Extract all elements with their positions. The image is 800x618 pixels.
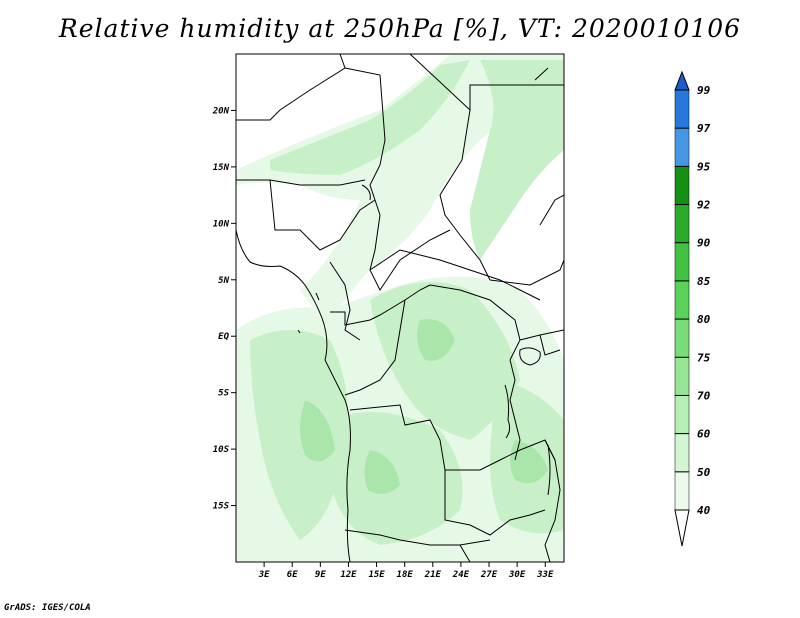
humidity-core-3 (510, 440, 548, 484)
border-sahara-3 (409, 54, 564, 112)
colorbar-level-label: 40 (697, 504, 711, 517)
lon-tick-label: 24E (452, 570, 470, 580)
longitude-ticks: 3E 6E 9E 12E 15E 18E 21E 24E 27E 30E 33E (258, 562, 554, 580)
colorbar: 40 50 60 70 75 80 85 90 92 95 97 99 (674, 70, 711, 547)
colorbar-segment (674, 204, 690, 243)
border-gabon-congo (330, 284, 431, 326)
border-chad (369, 214, 451, 291)
colorbar-low-arrow (674, 509, 690, 547)
border-sahara-5 (236, 179, 366, 186)
lat-tick-label: 15N (213, 163, 230, 173)
lat-tick-label: EQ (218, 332, 229, 342)
border-ethiopia (539, 194, 564, 226)
lon-tick-label: 33E (536, 570, 554, 580)
humidity-band-north-core (270, 60, 470, 175)
border-angola-namibia (344, 529, 491, 546)
humidity-south-mid (250, 330, 348, 540)
colorbar-segment (674, 127, 690, 167)
border-lakes (509, 359, 521, 461)
country-borders (236, 54, 564, 562)
colorbar-level-label: 95 (697, 160, 711, 173)
border-car (369, 249, 541, 301)
lon-tick-label: 30E (508, 570, 526, 580)
lake-victoria (519, 347, 541, 366)
colorbar-segment (674, 242, 690, 282)
lake-chad (361, 184, 371, 201)
island-1 (315, 292, 320, 301)
colorbar-segment (674, 166, 690, 205)
colorbar-level-label: 99 (697, 84, 711, 97)
colorbar-level-label: 80 (697, 313, 711, 326)
colorbar-segment (674, 89, 690, 129)
coastline-west (236, 229, 351, 562)
lat-tick-label: 15S (213, 502, 230, 512)
lon-tick-label: 18E (397, 570, 414, 580)
colorbar-level-label: 92 (697, 199, 711, 212)
humidity-fill (236, 55, 564, 562)
border-sahara-4 (439, 109, 491, 281)
border-zambia-south (444, 490, 546, 536)
latitude-ticks: 20N 15N 10N 5N EQ 5S 10S 15S (212, 106, 236, 512)
colorbar-level-label: 90 (697, 237, 711, 250)
border-sudan (489, 259, 564, 286)
lon-tick-label: 27E (480, 570, 498, 580)
border-mozambique (544, 439, 561, 562)
lat-tick-label: 5S (218, 389, 229, 399)
lon-tick-label: 21E (424, 570, 442, 580)
lat-tick-label: 5N (218, 276, 229, 286)
border-kenya (539, 334, 561, 356)
island-2 (297, 329, 301, 334)
humidity-core-2 (416, 319, 455, 361)
colorbar-segment (674, 395, 690, 434)
colorbar-segment (674, 433, 690, 473)
map-frame (235, 53, 565, 563)
colorbar-segment (674, 318, 690, 358)
lon-tick-label: 12E (340, 570, 357, 580)
border-drc-north (429, 284, 521, 361)
colorbar-high-arrow (674, 70, 690, 91)
border-sahara-1 (236, 54, 346, 121)
colorbar-level-label: 75 (697, 351, 711, 364)
colorbar-segment (674, 280, 690, 320)
humidity-central-mid (370, 282, 520, 440)
lat-tick-label: 10S (213, 445, 230, 455)
humidity-core-1 (300, 400, 335, 462)
footer-credit: GrADS: IGES/COLA (4, 603, 91, 613)
lat-tick-label: 10N (213, 219, 230, 229)
humidity-band-northeast (470, 60, 564, 260)
humidity-core-4 (364, 450, 400, 494)
lake-tanganyika (504, 384, 511, 439)
colorbar-level-label: 60 (697, 428, 711, 441)
border-cameroon (329, 261, 361, 341)
border-congo-drc (344, 299, 406, 396)
colorbar-segment (674, 471, 690, 511)
border-botswana (459, 544, 471, 562)
colorbar-level-label: 70 (697, 389, 711, 402)
colorbar-level-label: 97 (697, 122, 711, 135)
lon-tick-label: 3E (258, 570, 270, 580)
humidity-band-north (236, 55, 564, 330)
lon-tick-label: 9E (315, 570, 326, 580)
colorbar-segment (674, 357, 690, 396)
lon-tick-label: 6E (287, 570, 298, 580)
lake-malawi (547, 444, 551, 496)
chart-title: Relative humidity at 250hPa [%], VT: 202… (58, 14, 742, 43)
lat-tick-label: 20N (212, 106, 230, 116)
coast-red-sea (534, 67, 549, 81)
border-nigeria (269, 179, 376, 251)
colorbar-level-label: 85 (697, 275, 711, 288)
lon-tick-label: 15E (368, 570, 385, 580)
colorbar-level-label: 50 (697, 466, 711, 479)
